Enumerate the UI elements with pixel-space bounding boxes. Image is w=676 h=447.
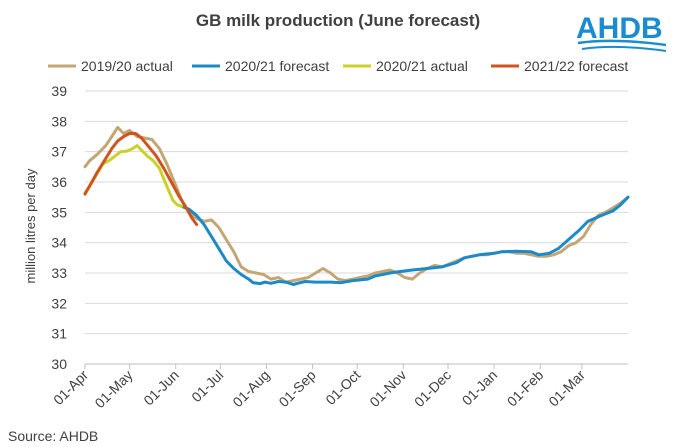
source-note: Source: AHDB [8,428,98,444]
series-lines [83,125,630,286]
y-axis-label: million litres per day [23,168,38,283]
x-tick-label: 01-Apr [50,367,91,408]
x-tick-label: 01-Jan [459,367,501,409]
legend: 2019/20 actual 2020/21 forecast 2020/21 ac… [48,58,628,74]
x-tick-label: 01-Sep [275,367,318,410]
x-tick-label: 01-Aug [229,367,272,410]
x-axis: 01-Apr 01-May 01-Jun 01-Jul 01-Aug 01-Sep 01-O… [50,363,628,411]
chart-title: GB milk production (June forecast) [196,11,480,30]
x-tick-label: 01-Mar [545,367,588,410]
y-tick-label: 38 [51,113,67,129]
series-line-2019-20-actual [83,125,630,284]
series-line-2021-22-forecast [83,132,199,226]
y-tick-label: 32 [51,295,67,311]
x-tick-label: 01-Jun [140,367,182,409]
y-tick-label: 36 [51,174,67,190]
y-tick-label: 34 [51,235,67,251]
logo-text: AHDB [576,12,663,45]
y-tick-label: 39 [51,83,67,99]
logo-swoosh-2 [581,45,667,52]
logo-swoosh-1 [577,39,667,47]
x-tick-label: 01-Dec [411,367,454,410]
x-tick-label: 01-Nov [366,367,409,410]
y-axis-ticks: 30 31 32 33 34 35 36 37 38 39 [51,83,67,372]
x-tick-label: 01-Jul [188,367,226,405]
y-tick-label: 33 [51,265,67,281]
ahdb-logo: AHDB [576,12,667,52]
y-tick-label: 30 [51,356,67,372]
legend-label: 2021/22 forecast [524,58,628,74]
gridlines [85,90,628,335]
x-tick-label: 01-May [91,367,135,411]
x-tick-label: 01-Oct [322,367,363,408]
y-tick-label: 31 [51,326,67,342]
legend-label: 2019/20 actual [81,58,173,74]
x-tick-label: 01-Feb [504,367,547,410]
legend-label: 2020/21 actual [376,58,468,74]
y-tick-label: 35 [51,204,67,220]
y-tick-label: 37 [51,144,67,160]
series-line-2020-21-forecast [180,195,630,286]
legend-label: 2020/21 forecast [225,58,329,74]
